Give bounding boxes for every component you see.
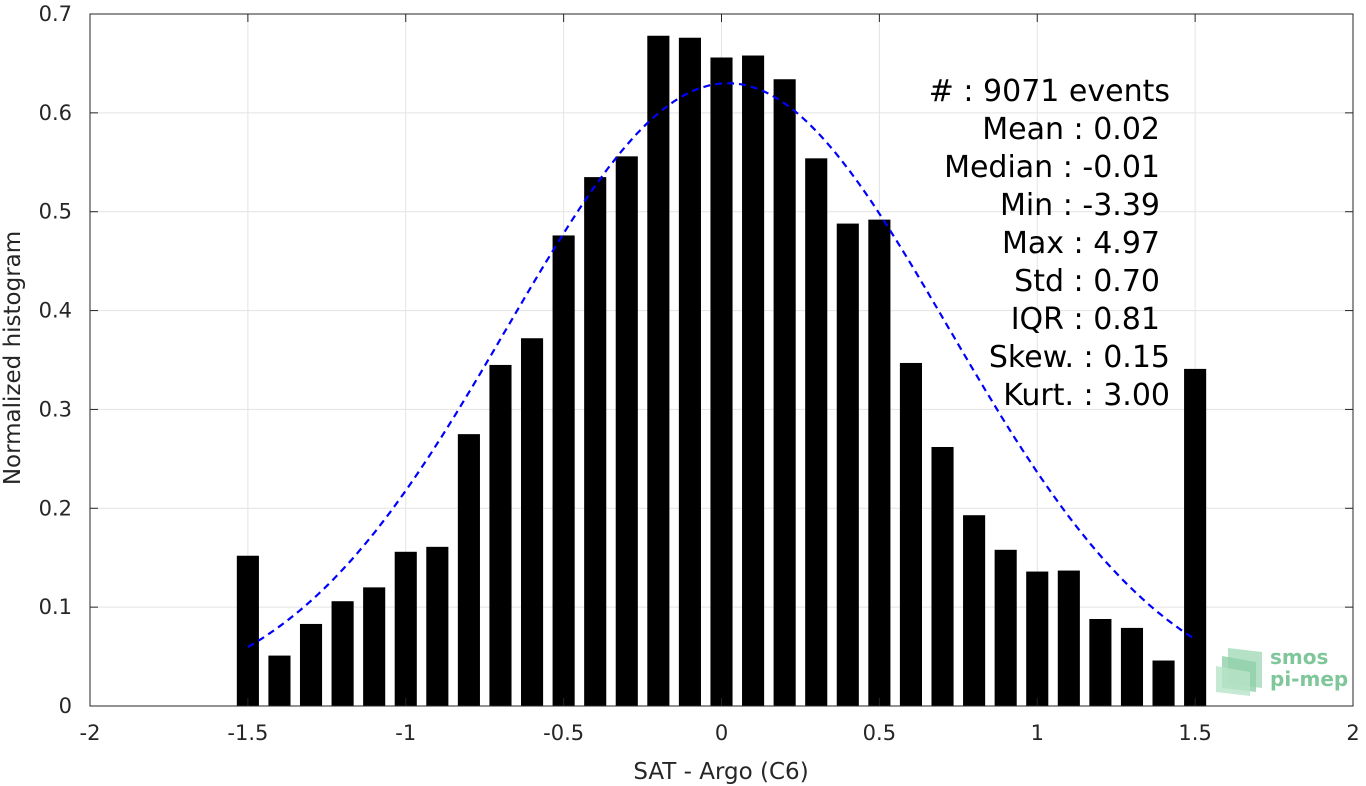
y-tick-label: 0.4 <box>39 299 72 323</box>
histogram-bar <box>773 79 796 706</box>
stat-median: Median : -0.01 <box>944 150 1160 185</box>
histogram-bar <box>742 55 765 706</box>
x-axis-title: SAT - Argo (C6) <box>633 759 808 785</box>
histogram-bar <box>1184 368 1207 706</box>
histogram-bar <box>331 601 354 706</box>
fit-curve <box>247 82 1196 649</box>
plot-frame <box>89 13 1354 707</box>
histogram-bar <box>552 235 575 706</box>
gaussian-fit-line <box>247 82 1196 649</box>
histogram-bar <box>899 362 923 706</box>
histogram-bar <box>963 515 986 706</box>
axes <box>89 13 1354 707</box>
stat-events: # : 9071 events <box>929 74 1170 109</box>
histogram-bar <box>931 446 954 706</box>
stat-mean: Mean : 0.02 <box>982 112 1160 147</box>
histogram-bar <box>836 223 859 706</box>
histogram-bar <box>1152 660 1175 706</box>
histogram-bar <box>710 57 733 707</box>
y-tick-label: 0.7 <box>39 2 72 26</box>
histogram-bar <box>584 177 607 707</box>
histogram-bar <box>457 434 480 706</box>
histogram-bar <box>1026 571 1049 706</box>
x-tick-label: 1 <box>1031 721 1044 745</box>
bars <box>236 35 1207 707</box>
x-tick-label: -2 <box>80 721 101 745</box>
y-tick-label: 0.3 <box>39 397 72 421</box>
histogram-bar <box>394 551 417 706</box>
histogram-bar <box>1120 627 1144 706</box>
histogram-bar <box>1089 619 1112 706</box>
x-tick-label: -1.5 <box>227 721 268 745</box>
x-tick-label: -0.5 <box>543 721 584 745</box>
stat-min: Min : -3.39 <box>1000 188 1160 223</box>
histogram-bar <box>299 623 323 706</box>
histogram-bar <box>994 549 1017 706</box>
histogram-bar <box>489 364 512 706</box>
histogram-bar <box>805 158 828 706</box>
histogram-bar <box>678 37 701 707</box>
y-axis-title: Normalized histogram <box>0 231 26 485</box>
histogram-bar <box>1057 570 1080 706</box>
stat-skew: Skew. : 0.15 <box>989 340 1170 375</box>
x-tick-label: 0 <box>715 721 728 745</box>
y-tick-label: 0.1 <box>39 595 72 619</box>
y-tick-label: 0.5 <box>39 200 72 224</box>
stat-max: Max : 4.97 <box>1002 226 1160 261</box>
logo-line2: pi-mep <box>1270 667 1348 691</box>
y-tick-label: 0 <box>59 694 72 718</box>
x-tick-label: 1.5 <box>1178 721 1211 745</box>
y-tick-label: 0.6 <box>39 101 72 125</box>
histogram-bar <box>615 156 638 707</box>
y-tick-labels: 0 0.1 0.2 0.3 0.4 0.5 0.6 0.7 <box>39 2 72 718</box>
histogram-bar <box>520 338 544 706</box>
x-tick-label: -1 <box>395 721 416 745</box>
smos-pimep-logo: smos pi-mep <box>1216 645 1348 696</box>
x-tick-labels: -2 -1.5 -1 -0.5 0 0.5 1 1.5 2 <box>80 721 1360 745</box>
stat-iqr: IQR : 0.81 <box>1011 302 1160 337</box>
histogram-bar <box>426 546 449 706</box>
histogram-bar <box>647 35 670 706</box>
stats-annotations: # : 9071 events Mean : 0.02 Median : -0.… <box>929 74 1170 413</box>
x-tick-label: 0.5 <box>863 721 896 745</box>
histogram-bar <box>868 219 891 706</box>
logo-wave-icon <box>1216 648 1262 696</box>
logo-line1: smos <box>1270 645 1328 669</box>
histogram-bar <box>268 655 291 706</box>
y-tick-label: 0.2 <box>39 496 72 520</box>
x-tick-label: 2 <box>1346 721 1359 745</box>
histogram-bar <box>363 587 386 706</box>
stat-kurt: Kurt. : 3.00 <box>1003 378 1170 413</box>
histogram-bar <box>236 555 259 706</box>
stat-std: Std : 0.70 <box>1014 264 1160 299</box>
